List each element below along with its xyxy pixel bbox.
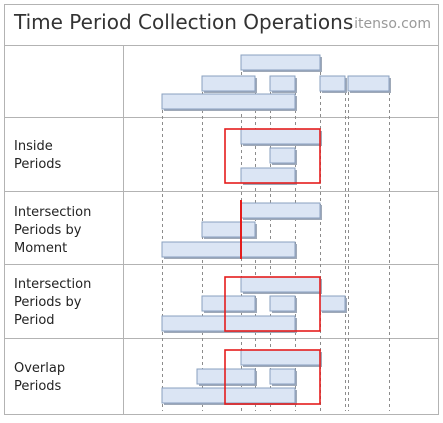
- row-label-overlap-periods: Overlap Periods: [14, 361, 66, 394]
- period-bar: [240, 202, 321, 219]
- period-bar: [161, 387, 296, 404]
- period-bar: [161, 241, 296, 258]
- period-bar: [269, 368, 296, 385]
- period-bar: [269, 295, 296, 312]
- row-label-intersection-by-moment: Intersection Periods by Moment: [14, 205, 92, 256]
- row-label-intersection-by-period: Intersection Periods by Period: [14, 277, 92, 328]
- period-bar: [269, 147, 296, 164]
- period-bar: [240, 167, 296, 184]
- source-periods: [161, 54, 391, 111]
- row-label-inside-periods: Inside Periods: [14, 139, 62, 172]
- query-period-frame: [224, 128, 321, 184]
- period-bar: [319, 75, 346, 92]
- query-period-frame: [224, 276, 321, 332]
- inside-periods-result: [224, 128, 322, 185]
- period-bar: [240, 54, 321, 71]
- period-bar: [319, 295, 346, 312]
- brand-label: itenso.com: [354, 16, 431, 32]
- period-bar: [347, 75, 390, 92]
- period-bar: [196, 368, 256, 385]
- period-bar: [161, 93, 296, 110]
- intersection-by-moment-result: [161, 200, 322, 259]
- period-bar: [240, 276, 321, 293]
- outer-frame: [4, 4, 439, 415]
- period-bar: [201, 221, 256, 238]
- page-title: Time Period Collection Operations: [14, 10, 354, 34]
- period-bar: [201, 295, 256, 312]
- period-bar: [240, 128, 321, 145]
- period-bar: [240, 349, 321, 366]
- period-bar: [269, 75, 296, 92]
- intersection-by-period-result: [161, 276, 347, 333]
- period-bar: [161, 315, 296, 332]
- query-period-frame: [224, 349, 321, 405]
- overlap-periods-result: [161, 349, 322, 405]
- period-bar: [201, 75, 256, 92]
